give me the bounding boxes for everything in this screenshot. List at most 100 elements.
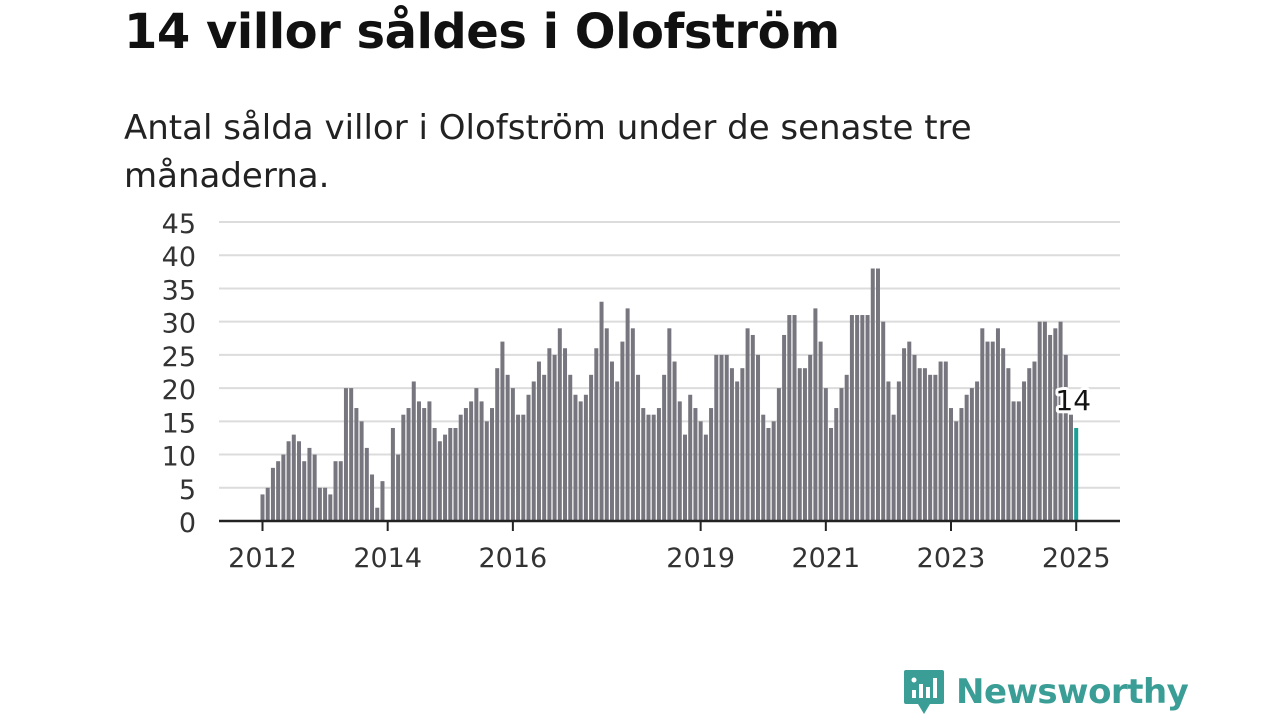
bar: [980, 328, 985, 521]
bar: [474, 388, 479, 521]
bar: [323, 487, 328, 521]
bar: [787, 315, 792, 521]
bar: [928, 374, 933, 521]
bar: [453, 427, 458, 521]
bar: [510, 388, 515, 521]
bar: [844, 374, 849, 521]
bar: [594, 348, 599, 521]
bar: [917, 368, 922, 521]
bar: [276, 461, 281, 521]
bar: [479, 401, 484, 521]
bar: [875, 268, 880, 521]
bar: [1058, 321, 1063, 521]
bar: [526, 394, 531, 521]
bar: [630, 328, 635, 521]
bar: [609, 361, 614, 521]
x-tick-label: 2016: [479, 543, 548, 574]
bar: [312, 454, 317, 521]
bar: [422, 408, 427, 521]
bar: [265, 487, 270, 521]
bar: [672, 361, 677, 521]
bar: [771, 421, 776, 521]
bar: [891, 414, 896, 521]
brand-logo[interactable]: Newsworthy: [902, 668, 1189, 716]
bar: [724, 354, 729, 521]
bar: [735, 381, 740, 521]
bar: [521, 414, 526, 521]
bar: [1068, 414, 1073, 521]
bar: [469, 401, 474, 521]
bar: [547, 348, 552, 521]
bar: [954, 421, 959, 521]
bar: [448, 427, 453, 521]
bar: [343, 388, 348, 521]
bar: [1001, 348, 1006, 521]
y-tick-label: 15: [162, 408, 196, 439]
bar: [1053, 328, 1058, 521]
bar: [536, 361, 541, 521]
bar: [855, 315, 860, 521]
bar: [907, 341, 912, 521]
bar: [302, 461, 307, 521]
bar: [985, 341, 990, 521]
bar: [729, 368, 734, 521]
bar: [964, 394, 969, 521]
bar: [625, 308, 630, 521]
bar: [688, 394, 693, 521]
bar: [359, 421, 364, 521]
bar: [943, 361, 948, 521]
bar: [808, 354, 813, 521]
bar: [531, 381, 536, 521]
bar: [881, 321, 886, 521]
bar: [949, 408, 954, 521]
x-tick-label: 2014: [353, 543, 422, 574]
bar: [745, 328, 750, 521]
y-tick-label: 30: [162, 309, 196, 340]
bar: [813, 308, 818, 521]
bar: [589, 374, 594, 521]
bar: [823, 388, 828, 521]
bar: [437, 441, 442, 521]
bar: [375, 507, 380, 521]
bar: [860, 315, 865, 521]
y-tick-label: 40: [162, 242, 196, 273]
bar: [432, 427, 437, 521]
bar: [563, 348, 568, 521]
bar: [557, 328, 562, 521]
bar: [933, 374, 938, 521]
bar: [599, 301, 604, 521]
bar: [260, 494, 265, 521]
bar: [1022, 381, 1027, 521]
bar: [667, 328, 672, 521]
bar: [1063, 354, 1068, 521]
bar: [620, 341, 625, 521]
bar: [912, 354, 917, 521]
bar: [662, 374, 667, 521]
bar: [870, 268, 875, 521]
bar: [656, 408, 661, 521]
bar: [364, 447, 369, 521]
bar: [922, 368, 927, 521]
bar: [829, 427, 834, 521]
bar: [578, 401, 583, 521]
bar: [552, 354, 557, 521]
bar: [390, 427, 395, 521]
highlight-bar: [1074, 427, 1079, 521]
bar: [646, 414, 651, 521]
bar: [604, 328, 609, 521]
bar: [975, 381, 980, 521]
x-tick-label: 2023: [917, 543, 986, 574]
bar: [406, 408, 411, 521]
bar: [896, 381, 901, 521]
bar: [463, 408, 468, 521]
bar: [698, 421, 703, 521]
bar: [338, 461, 343, 521]
bar: [416, 401, 421, 521]
chart-title: 14 villor såldes i Olofström: [124, 4, 840, 60]
bar: [818, 341, 823, 521]
bar: [682, 434, 687, 521]
bar: [969, 388, 974, 521]
bar: [505, 374, 510, 521]
bar: [1011, 401, 1016, 521]
